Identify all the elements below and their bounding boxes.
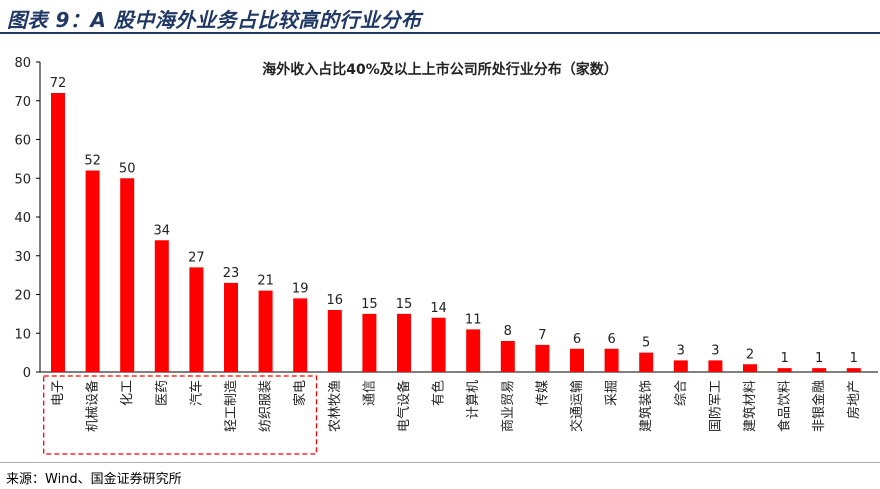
bar-chart: 海外收入占比40%及以上上市公司所处行业分布（家数） 0 10 20 30 40 50 60… bbox=[14, 56, 878, 455]
bar bbox=[85, 170, 100, 372]
x-tick-label: 交通运输 bbox=[569, 380, 585, 432]
x-tick-label: 电气设备 bbox=[396, 380, 412, 432]
x-tick-label: 医药 bbox=[155, 380, 170, 406]
data-label: 23 bbox=[223, 266, 240, 281]
data-label: 6 bbox=[607, 332, 615, 347]
x-tick-label: 食品饮料 bbox=[777, 380, 793, 432]
x-tick-label: 国防军工 bbox=[707, 380, 723, 432]
x-tick-label: 农林牧渔 bbox=[328, 380, 343, 432]
x-tick-label: 商业贸易 bbox=[501, 380, 516, 432]
bar bbox=[327, 310, 342, 372]
x-tick-label: 机械设备 bbox=[85, 380, 101, 432]
chart-container: 海外收入占比40%及以上上市公司所处行业分布（家数） 0 10 20 30 40 50 60… bbox=[0, 36, 880, 460]
bar bbox=[258, 290, 273, 372]
bar bbox=[639, 352, 654, 372]
y-tick-label: 60 bbox=[14, 134, 31, 149]
figure-header: 图表 9：A 股中海外业务占比较高的行业分布 bbox=[0, 0, 880, 34]
data-label: 72 bbox=[50, 76, 67, 91]
x-tick-label: 纺织服装 bbox=[259, 380, 274, 432]
y-tick-label: 10 bbox=[14, 327, 31, 342]
data-label: 3 bbox=[711, 343, 719, 358]
x-tick-label: 建筑装饰 bbox=[638, 380, 654, 432]
bar bbox=[673, 360, 688, 372]
bar bbox=[397, 313, 411, 372]
data-label: 7 bbox=[538, 328, 546, 343]
x-tick-label: 非银金融 bbox=[811, 380, 827, 432]
data-label: 34 bbox=[154, 223, 171, 238]
x-tick-label: 家电 bbox=[292, 380, 308, 406]
x-tick-label: 传媒 bbox=[535, 380, 550, 406]
x-tick-label: 轻工制造 bbox=[224, 380, 239, 432]
bar-series bbox=[51, 93, 861, 372]
x-tick-label: 房地产 bbox=[846, 380, 862, 419]
data-label: 15 bbox=[396, 297, 413, 312]
y-tick-label: 0 bbox=[23, 366, 31, 381]
data-label: 16 bbox=[327, 293, 344, 308]
x-tick-label: 计算机 bbox=[466, 380, 481, 419]
y-tick-label: 30 bbox=[14, 250, 31, 265]
y-tick-label: 20 bbox=[14, 289, 31, 304]
x-tick-label: 汽车 bbox=[188, 380, 204, 406]
bar bbox=[777, 368, 792, 372]
bar bbox=[604, 348, 619, 372]
data-label: 8 bbox=[504, 324, 512, 339]
bar bbox=[224, 282, 238, 372]
data-label: 52 bbox=[84, 154, 101, 169]
y-tick-label: 40 bbox=[14, 211, 31, 226]
bar bbox=[500, 341, 515, 372]
x-tick-label: 采掘 bbox=[605, 380, 620, 406]
bar bbox=[743, 364, 757, 372]
y-tick-label: 80 bbox=[14, 56, 31, 71]
bar bbox=[362, 313, 377, 372]
x-tick-label: 化工 bbox=[120, 380, 135, 406]
figure-footer: 来源：Wind、国金证券研究所 bbox=[0, 462, 880, 489]
data-label: 5 bbox=[642, 336, 650, 351]
bar bbox=[293, 298, 308, 372]
highlight-box bbox=[43, 375, 318, 455]
x-tick-label: 通信 bbox=[362, 380, 377, 406]
data-label: 21 bbox=[257, 274, 274, 289]
y-tick-label: 70 bbox=[14, 95, 31, 110]
y-tick-label: 50 bbox=[14, 172, 31, 187]
bar bbox=[812, 368, 827, 372]
data-label: 15 bbox=[361, 297, 378, 312]
bar bbox=[708, 360, 723, 372]
source-note: 来源：Wind、国金证券研究所 bbox=[6, 472, 182, 487]
bar bbox=[535, 344, 550, 372]
data-label: 1 bbox=[850, 351, 858, 366]
bar bbox=[189, 267, 204, 372]
data-label: 2 bbox=[746, 347, 754, 362]
bar bbox=[51, 93, 65, 372]
data-label: 19 bbox=[292, 281, 309, 296]
x-tick-label: 有色 bbox=[431, 380, 447, 406]
data-label: 27 bbox=[188, 250, 205, 265]
x-tick-label: 综合 bbox=[674, 380, 689, 406]
chart-title: 海外收入占比40%及以上上市公司所处行业分布（家数） bbox=[262, 61, 618, 78]
bar bbox=[466, 329, 481, 372]
x-tick-label: 建筑材料 bbox=[742, 380, 758, 432]
data-label: 1 bbox=[780, 351, 788, 366]
x-tick-label: 电子 bbox=[51, 380, 66, 406]
data-label: 14 bbox=[430, 301, 447, 316]
bar bbox=[846, 368, 861, 372]
y-axis: 0 10 20 30 40 50 60 70 80 bbox=[14, 56, 878, 381]
data-label: 1 bbox=[815, 351, 823, 366]
data-label: 6 bbox=[573, 332, 581, 347]
data-label: 50 bbox=[119, 161, 136, 176]
bar bbox=[570, 348, 584, 372]
bar bbox=[120, 178, 135, 372]
figure-title: 图表 9：A 股中海外业务占比较高的行业分布 bbox=[7, 8, 422, 32]
data-label: 3 bbox=[677, 343, 685, 358]
bar bbox=[154, 240, 169, 372]
data-label: 11 bbox=[465, 312, 482, 327]
x-axis-labels: 电子 机械设备 化工 医药 汽车 轻工制造 纺织服装 家电 农林牧渔 通信 电气设备 有色 计算机 商业贸… bbox=[51, 380, 862, 432]
bar bbox=[431, 317, 446, 372]
